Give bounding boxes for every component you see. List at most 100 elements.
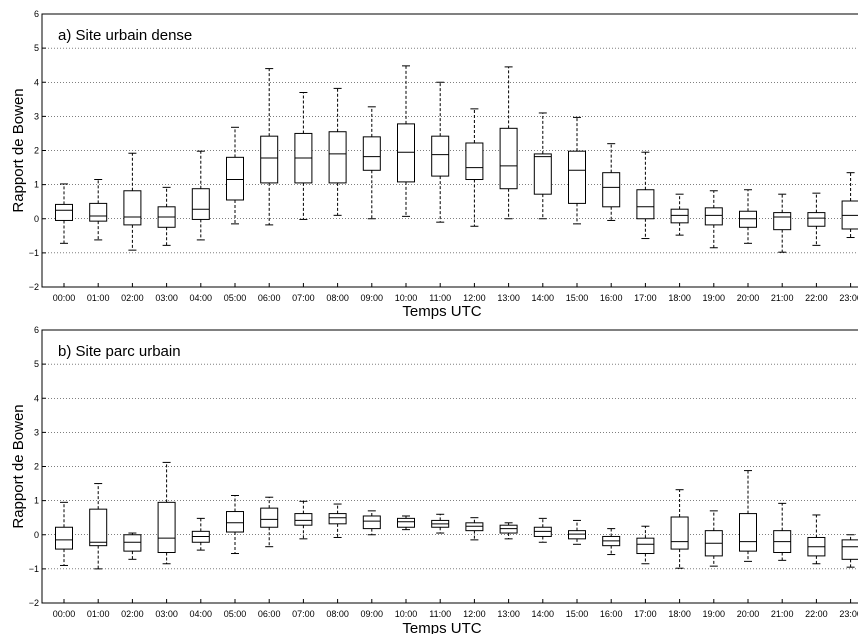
box-0800 [328,503,347,538]
box-1500 [568,519,586,545]
iqr-box [55,526,73,550]
iqr-box [499,127,518,190]
x-tick-label: 11:00 [429,609,451,619]
x-tick-label: 22:00 [805,609,828,619]
iqr-box [157,501,176,553]
x-tick-label: 08:00 [326,293,349,303]
box-1000 [397,515,415,531]
iqr-box [89,508,108,547]
y-axis-label: Rapport de Bowen [10,404,27,528]
box-0100 [89,483,108,570]
box-0400 [191,517,210,551]
panel-title: b) Site parc urbain [58,343,181,360]
x-tick-label: 20:00 [737,293,760,303]
box-1200 [465,517,484,541]
box-0000 [55,501,73,566]
x-tick-label: 10:00 [395,609,418,619]
box-0500 [226,126,244,225]
x-tick-label: 08:00 [326,609,349,619]
box-0300 [157,461,176,565]
box-0900 [362,106,381,220]
y-tick-label: 4 [34,393,39,403]
iqr-box [807,212,826,227]
y-tick-label: 1 [34,496,39,506]
x-tick-label: 19:00 [703,293,726,303]
iqr-box [602,172,621,208]
x-tick-label: 07:00 [292,293,315,303]
x-tick-label: 22:00 [805,293,828,303]
y-axis-label: Rapport de Bowen [10,88,27,212]
panel-b-urban-park: −2 −1 0 1 2 3 4 5 6 00:00 01:00 02:00 03:00 04:00 05:… [10,325,858,634]
x-tick-label: 09:00 [361,609,384,619]
iqr-box [636,189,655,220]
box-1800 [670,489,689,569]
x-tick-label: 01:00 [87,609,110,619]
box-1600 [602,143,621,221]
iqr-box [89,202,108,222]
y-tick-label: 4 [34,77,39,87]
iqr-box [465,522,484,532]
y-tick-label: 6 [34,325,39,335]
iqr-box [362,515,381,530]
box-1100 [431,81,450,223]
y-tick-label: 0 [34,214,39,224]
box-0700 [294,500,313,540]
box-1900 [704,510,723,567]
box-1000 [397,65,415,217]
iqr-box [739,513,757,552]
x-tick-label: 00:00 [53,609,76,619]
box-1300 [499,66,518,220]
box-0700 [294,91,313,220]
box-series [55,65,858,253]
x-tick-label: 12:00 [463,609,486,619]
x-tick-label: 03:00 [155,609,178,619]
box-2200 [807,192,826,246]
x-tick-label: 09:00 [361,293,384,303]
y-axis-ticks: −2 −1 0 1 2 3 4 5 6 [29,325,46,608]
iqr-box [123,190,142,226]
y-tick-label: −2 [29,282,39,292]
y-axis-ticks: −2 −1 0 1 2 3 4 5 6 [29,9,46,292]
iqr-box [260,135,279,184]
box-1400 [533,112,552,220]
iqr-box [533,153,552,195]
x-tick-label: 16:00 [600,293,623,303]
x-axis-label: Temps UTC [402,303,481,320]
y-tick-label: 3 [34,427,39,437]
x-tick-label: 13:00 [497,609,520,619]
x-tick-label: 06:00 [258,609,281,619]
x-tick-label: 19:00 [703,609,726,619]
y-tick-label: −2 [29,598,39,608]
x-tick-label: 14:00 [532,609,555,619]
iqr-box [328,131,347,184]
box-0400 [191,150,210,241]
iqr-box [568,150,586,204]
y-tick-label: 2 [34,146,39,156]
x-tick-label: 17:00 [634,293,657,303]
box-0500 [226,495,244,555]
box-series [55,461,858,570]
box-1800 [670,193,689,236]
x-tick-label: 20:00 [737,609,760,619]
panel-title: a) Site urbain dense [58,27,192,44]
x-tick-label: 14:00 [532,293,555,303]
box-1700 [636,525,655,565]
iqr-box [841,539,858,560]
iqr-box [670,516,689,550]
x-tick-label: 07:00 [292,609,315,619]
y-tick-label: 5 [34,359,39,369]
y-tick-label: −1 [29,564,39,574]
x-tick-label: 21:00 [771,609,794,619]
iqr-box [773,212,792,231]
x-tick-label: 11:00 [429,293,451,303]
iqr-box [362,136,381,171]
box-0200 [123,152,142,251]
iqr-box [55,203,73,221]
x-tick-label: 06:00 [258,293,281,303]
box-2100 [773,193,792,253]
iqr-box [191,188,210,220]
x-tick-label: 12:00 [463,293,486,303]
x-tick-label: 03:00 [155,293,178,303]
iqr-box [670,208,689,224]
